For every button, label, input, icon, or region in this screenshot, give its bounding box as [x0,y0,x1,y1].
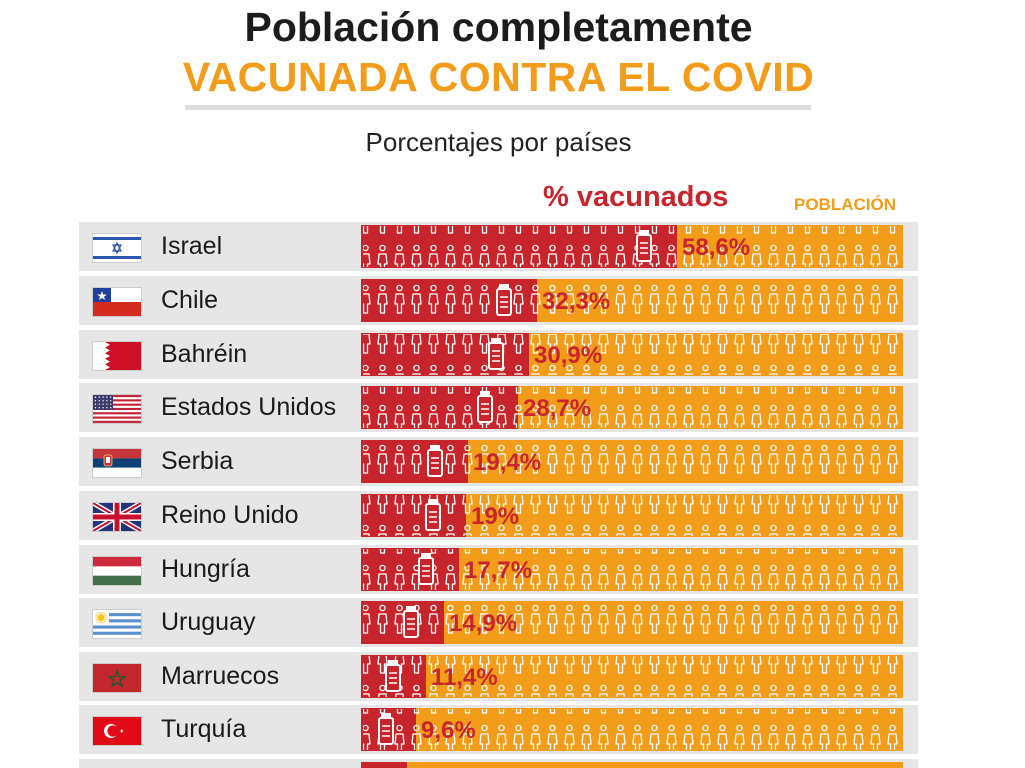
uk-flag-icon [93,503,141,531]
category-label: Israel [161,232,223,260]
bar-group: 9,6% [361,708,903,751]
chile-flag-icon [93,288,141,316]
bar-group: 32,3% [361,279,903,322]
value-label: 14,9% [449,610,517,637]
people-pattern [363,334,901,375]
usa-flag-icon [93,395,141,423]
value-label: 9,6% [421,717,476,744]
vaccinated-bar-partial [361,762,407,768]
people-pattern [363,602,901,643]
value-label: 28,7% [523,395,591,422]
people-pattern [363,387,901,428]
serbia-flag-icon [93,449,141,477]
israel-flag-icon [93,234,141,262]
category-label: Serbia [161,447,234,475]
people-pattern [363,495,901,536]
category-label: Bahréin [161,340,248,368]
category-label: Estados Unidos [161,393,337,421]
value-label: 19,4% [473,449,541,476]
people-pattern [363,441,901,482]
bar-group: 58,6% [361,225,903,268]
population-bar-partial [361,762,903,768]
uruguay-flag-icon [93,610,141,638]
bahrain-flag-icon [93,342,141,370]
value-label: 17,7% [464,557,532,584]
chart-subtitle: Porcentajes por países [365,127,632,157]
legend-vaccinated: % vacunados [543,181,729,213]
value-label: 32,3% [542,288,610,315]
category-label: Reino Unido [161,501,299,529]
chart-title-line1: Población completamente [244,4,753,50]
hungary-flag-icon [93,557,141,585]
title-divider [185,105,811,110]
vaccine-vial-icon [477,391,493,423]
value-label: 58,6% [682,234,750,261]
people-pattern [363,656,901,697]
vaccine-vial-icon [385,660,401,692]
category-label: Marruecos [161,662,280,690]
vaccine-vial-icon [418,553,434,585]
value-label: 11,4% [431,664,498,691]
people-pattern [363,280,901,321]
vaccine-vial-icon [636,230,652,262]
bar-group: 11,4% [361,655,903,698]
bar-group: 28,7% [361,386,903,429]
people-pattern [363,709,901,750]
bar-group: 14,9% [361,601,903,644]
category-label: Turquía [161,715,247,743]
vaccine-vial-icon [403,606,419,638]
vaccine-vial-icon [496,284,512,316]
vaccine-vial-icon [427,445,443,477]
people-pattern [363,549,901,590]
category-label: Chile [161,286,218,314]
category-label: Uruguay [161,608,256,636]
value-label: 30,9% [534,342,602,369]
bar-group: 19,4% [361,440,903,483]
vaccine-vial-icon [488,338,504,370]
vaccine-vial-icon [425,499,441,531]
morocco-flag-icon [93,664,141,692]
turkey-flag-icon [93,717,141,745]
category-label: Hungría [161,555,250,583]
bar-group: 30,9% [361,333,903,376]
legend-population: POBLACIÓN [794,195,896,214]
people-pattern [363,226,901,267]
bar-group: 19% [361,494,903,537]
value-label: 19% [471,503,519,530]
chart-title-line2: VACUNADA CONTRA EL COVID [182,54,815,100]
vaccine-vial-icon [378,713,394,745]
bar-group: 17,7% [361,548,903,591]
